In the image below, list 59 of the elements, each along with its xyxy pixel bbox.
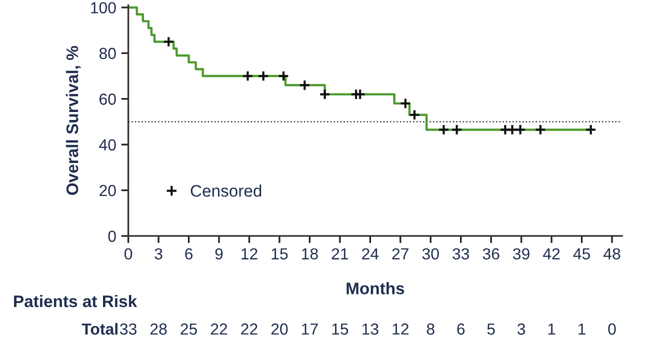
x-tick-label: 24 (362, 248, 379, 260)
text: Patients at Risk (14, 294, 138, 308)
text: 13 (362, 323, 378, 335)
point (506, 124, 518, 136)
y-tick-label: 60 (100, 94, 116, 105)
text: 28 (150, 323, 167, 335)
point (242, 70, 254, 82)
legend-label: Censored (190, 184, 262, 197)
x-tick-label: 48 (603, 248, 620, 260)
y-axis-title: Overall Survival, % (66, 46, 81, 195)
text: 17 (302, 324, 318, 335)
x-tick-label: 3 (154, 248, 162, 260)
x-tick-label: 21 (332, 248, 348, 260)
text: 22 (210, 323, 228, 335)
text: Total (82, 322, 118, 335)
text: 22 (241, 323, 258, 335)
point (278, 70, 290, 82)
text: 33 (120, 323, 136, 335)
x-tick-label: 45 (573, 248, 590, 260)
x-tick-label: 39 (513, 248, 530, 260)
y-tick-label: 20 (100, 184, 116, 196)
y-tick-label: 100 (91, 2, 116, 14)
point (438, 124, 450, 136)
point (258, 70, 270, 82)
text: 20 (271, 323, 288, 335)
x-tick-label: 12 (242, 248, 258, 260)
text: 8 (426, 323, 434, 335)
x-tick-label: 15 (272, 248, 288, 260)
x-tick-label: 33 (452, 248, 470, 260)
point (400, 98, 412, 110)
y-tick-label: 80 (99, 48, 116, 60)
point (585, 124, 597, 136)
x-tick-label: 30 (422, 248, 439, 260)
text: 1 (548, 324, 556, 335)
x-tick-label: 0 (124, 248, 132, 260)
text: 12 (392, 323, 408, 335)
x-tick-label: 6 (185, 248, 193, 260)
x-tick-label: 27 (392, 248, 408, 260)
point (534, 124, 546, 136)
text: 5 (487, 324, 495, 335)
point (298, 79, 310, 91)
text: 3 (517, 323, 526, 335)
x-tick-label: 42 (543, 248, 560, 260)
text: 25 (180, 323, 197, 335)
y-tick-label: 0 (108, 230, 116, 242)
text: 1 (578, 324, 586, 335)
text: 0 (608, 323, 616, 335)
point (514, 124, 526, 136)
point (408, 109, 420, 121)
text: 15 (332, 324, 348, 335)
x-tick-label: 36 (482, 248, 500, 260)
text: 6 (457, 323, 465, 335)
point (451, 124, 463, 136)
point (319, 88, 331, 100)
point (162, 36, 174, 48)
y-tick-label: 40 (99, 139, 116, 151)
x-tick-label: 9 (215, 248, 223, 260)
x-axis-title: Months (346, 282, 404, 294)
x-tick-label: 18 (302, 248, 318, 260)
